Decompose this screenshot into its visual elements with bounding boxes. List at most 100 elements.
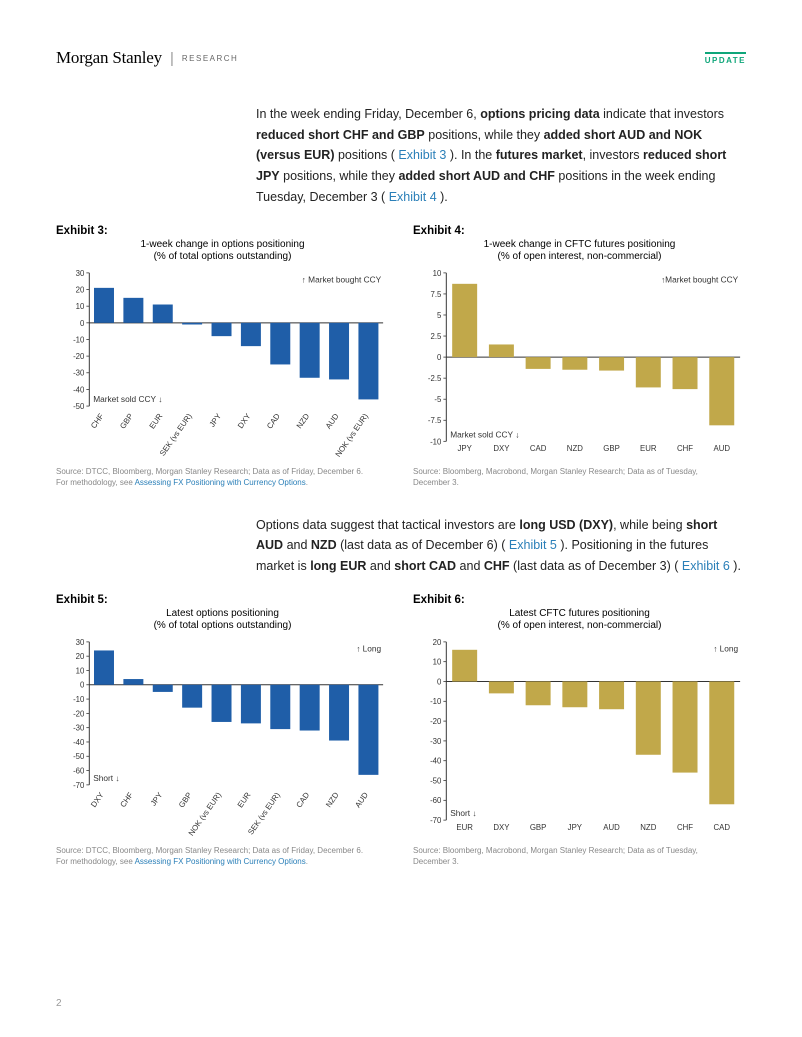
svg-text:-10: -10: [430, 698, 442, 707]
svg-text:NZD: NZD: [640, 823, 656, 832]
svg-text:CHF: CHF: [89, 412, 106, 431]
svg-text:NZD: NZD: [324, 791, 341, 810]
svg-text:-10: -10: [73, 336, 85, 345]
update-badge: UPDATE: [705, 52, 746, 65]
paragraph-1: In the week ending Friday, December 6, o…: [256, 104, 746, 207]
exhibit-6-title: Exhibit 6:: [413, 594, 746, 606]
svg-text:JPY: JPY: [568, 823, 583, 832]
svg-text:GBP: GBP: [603, 444, 620, 453]
svg-text:CAD: CAD: [265, 412, 282, 431]
exhibit-4-sub2: (% of open interest, non-commercial): [498, 251, 662, 262]
svg-text:JPY: JPY: [457, 444, 472, 453]
exhibit-3-chart: -50-40-30-20-100102030CHFGBPEURSEK (vs E…: [56, 267, 389, 463]
svg-text:-60: -60: [430, 797, 442, 806]
svg-text:Short ↓: Short ↓: [450, 809, 476, 819]
src6-line1: Source: Bloomberg, Macrobond, Morgan Sta…: [413, 846, 698, 855]
svg-text:NZD: NZD: [295, 412, 312, 431]
svg-text:10: 10: [433, 269, 442, 278]
svg-text:20: 20: [76, 653, 85, 662]
brand-separator: |: [170, 50, 174, 67]
svg-text:-70: -70: [73, 781, 85, 790]
svg-text:-30: -30: [73, 724, 85, 733]
page: Morgan Stanley | RESEARCH UPDATE In the …: [0, 0, 802, 1037]
svg-text:30: 30: [76, 269, 85, 278]
svg-text:-50: -50: [73, 402, 85, 411]
svg-text:AUD: AUD: [713, 444, 730, 453]
svg-text:-2.5: -2.5: [428, 374, 442, 383]
svg-text:GBP: GBP: [530, 823, 547, 832]
svg-text:AUD: AUD: [353, 791, 370, 810]
exhibit-4-chart: -10-7.5-5-2.502.557.510JPYDXYCADNZDGBPEU…: [413, 267, 746, 463]
svg-text:-40: -40: [430, 757, 442, 766]
svg-text:5: 5: [437, 311, 442, 320]
exhibit-link[interactable]: Exhibit 4: [389, 190, 437, 204]
exhibit-6-source: Source: Bloomberg, Macrobond, Morgan Sta…: [413, 846, 746, 868]
src5-link[interactable]: Assessing FX Positioning with Currency O…: [135, 857, 306, 866]
exhibit-5-sub2: (% of total options outstanding): [154, 620, 292, 631]
svg-text:0: 0: [80, 681, 85, 690]
exhibits-row-2: Exhibit 5: Latest options positioning (%…: [56, 594, 746, 885]
exhibit-3: Exhibit 3: 1-week change in options posi…: [56, 225, 389, 506]
brand-logo: Morgan Stanley: [56, 48, 162, 68]
page-number: 2: [56, 998, 62, 1009]
svg-text:↑ Long: ↑ Long: [356, 644, 381, 654]
svg-text:-40: -40: [73, 738, 85, 747]
exhibit-5-title: Exhibit 5:: [56, 594, 389, 606]
src4-line1: Source: Bloomberg, Macrobond, Morgan Sta…: [413, 467, 698, 476]
svg-text:-10: -10: [430, 437, 442, 446]
exhibit-6: Exhibit 6: Latest CFTC futures positioni…: [413, 594, 746, 885]
exhibit-5-chart: -70-60-50-40-30-20-100102030DXYCHFJPYGBP…: [56, 636, 389, 842]
svg-text:-30: -30: [430, 737, 442, 746]
src5-line2a: For methodology, see: [56, 857, 135, 866]
src6-line2: December 3.: [413, 857, 459, 866]
exhibit-link[interactable]: Exhibit 5: [509, 538, 557, 552]
svg-text:-7.5: -7.5: [428, 416, 442, 425]
svg-text:30: 30: [76, 638, 85, 647]
exhibit-3-sub2: (% of total options outstanding): [154, 251, 292, 262]
exhibit-6-sub2: (% of open interest, non-commercial): [498, 620, 662, 631]
page-header: Morgan Stanley | RESEARCH UPDATE: [56, 48, 746, 68]
svg-text:JPY: JPY: [208, 411, 224, 429]
svg-text:JPY: JPY: [149, 790, 165, 808]
svg-text:DXY: DXY: [89, 790, 106, 809]
svg-text:CHF: CHF: [118, 791, 135, 810]
svg-text:CAD: CAD: [530, 444, 547, 453]
svg-text:-20: -20: [430, 718, 442, 727]
exhibit-link[interactable]: Exhibit 6: [682, 559, 730, 573]
svg-text:-40: -40: [73, 385, 85, 394]
svg-text:-60: -60: [73, 767, 85, 776]
svg-text:-70: -70: [430, 817, 442, 826]
svg-text:0: 0: [80, 319, 85, 328]
src3-line2b: .: [306, 478, 308, 487]
exhibit-4-sub1: 1-week change in CFTC futures positionin…: [484, 239, 676, 250]
svg-text:10: 10: [76, 302, 85, 311]
exhibit-4-title: Exhibit 4:: [413, 225, 746, 237]
exhibit-link[interactable]: Exhibit 3: [398, 148, 446, 162]
svg-text:10: 10: [433, 658, 442, 667]
exhibit-5-sub1: Latest options positioning: [166, 608, 279, 619]
exhibit-6-chart: -70-60-50-40-30-20-1001020EURDXYGBPJPYAU…: [413, 636, 746, 842]
exhibit-5-source: Source: DTCC, Bloomberg, Morgan Stanley …: [56, 846, 389, 868]
svg-text:-20: -20: [73, 352, 85, 361]
svg-text:CAD: CAD: [294, 791, 311, 810]
src5-line2b: .: [306, 857, 308, 866]
svg-text:-50: -50: [73, 753, 85, 762]
svg-text:EUR: EUR: [148, 412, 165, 431]
exhibit-6-subtitle: Latest CFTC futures positioning (% of op…: [413, 608, 746, 632]
svg-text:GBP: GBP: [118, 412, 135, 431]
svg-text:AUD: AUD: [603, 823, 620, 832]
svg-text:CAD: CAD: [713, 823, 730, 832]
brand-block: Morgan Stanley | RESEARCH: [56, 48, 238, 68]
exhibit-3-sub1: 1-week change in options positioning: [141, 239, 305, 250]
exhibit-3-title: Exhibit 3:: [56, 225, 389, 237]
exhibit-5: Exhibit 5: Latest options positioning (%…: [56, 594, 389, 885]
svg-text:CHF: CHF: [677, 823, 693, 832]
svg-text:Short ↓: Short ↓: [93, 773, 119, 783]
src4-line2: December 3.: [413, 478, 459, 487]
svg-text:-10: -10: [73, 695, 85, 704]
src3-link[interactable]: Assessing FX Positioning with Currency O…: [135, 478, 306, 487]
svg-text:20: 20: [433, 638, 442, 647]
svg-text:-20: -20: [73, 710, 85, 719]
exhibit-6-sub1: Latest CFTC futures positioning: [509, 608, 650, 619]
svg-text:0: 0: [437, 353, 442, 362]
